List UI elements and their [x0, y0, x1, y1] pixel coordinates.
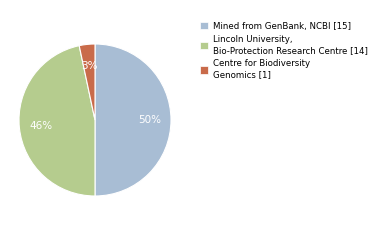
Wedge shape: [79, 44, 95, 120]
Legend: Mined from GenBank, NCBI [15], Lincoln University,
Bio-Protection Research Centr: Mined from GenBank, NCBI [15], Lincoln U…: [198, 20, 369, 81]
Wedge shape: [95, 44, 171, 196]
Text: 50%: 50%: [138, 115, 161, 125]
Wedge shape: [19, 46, 95, 196]
Text: 3%: 3%: [81, 60, 98, 71]
Text: 46%: 46%: [29, 121, 52, 131]
